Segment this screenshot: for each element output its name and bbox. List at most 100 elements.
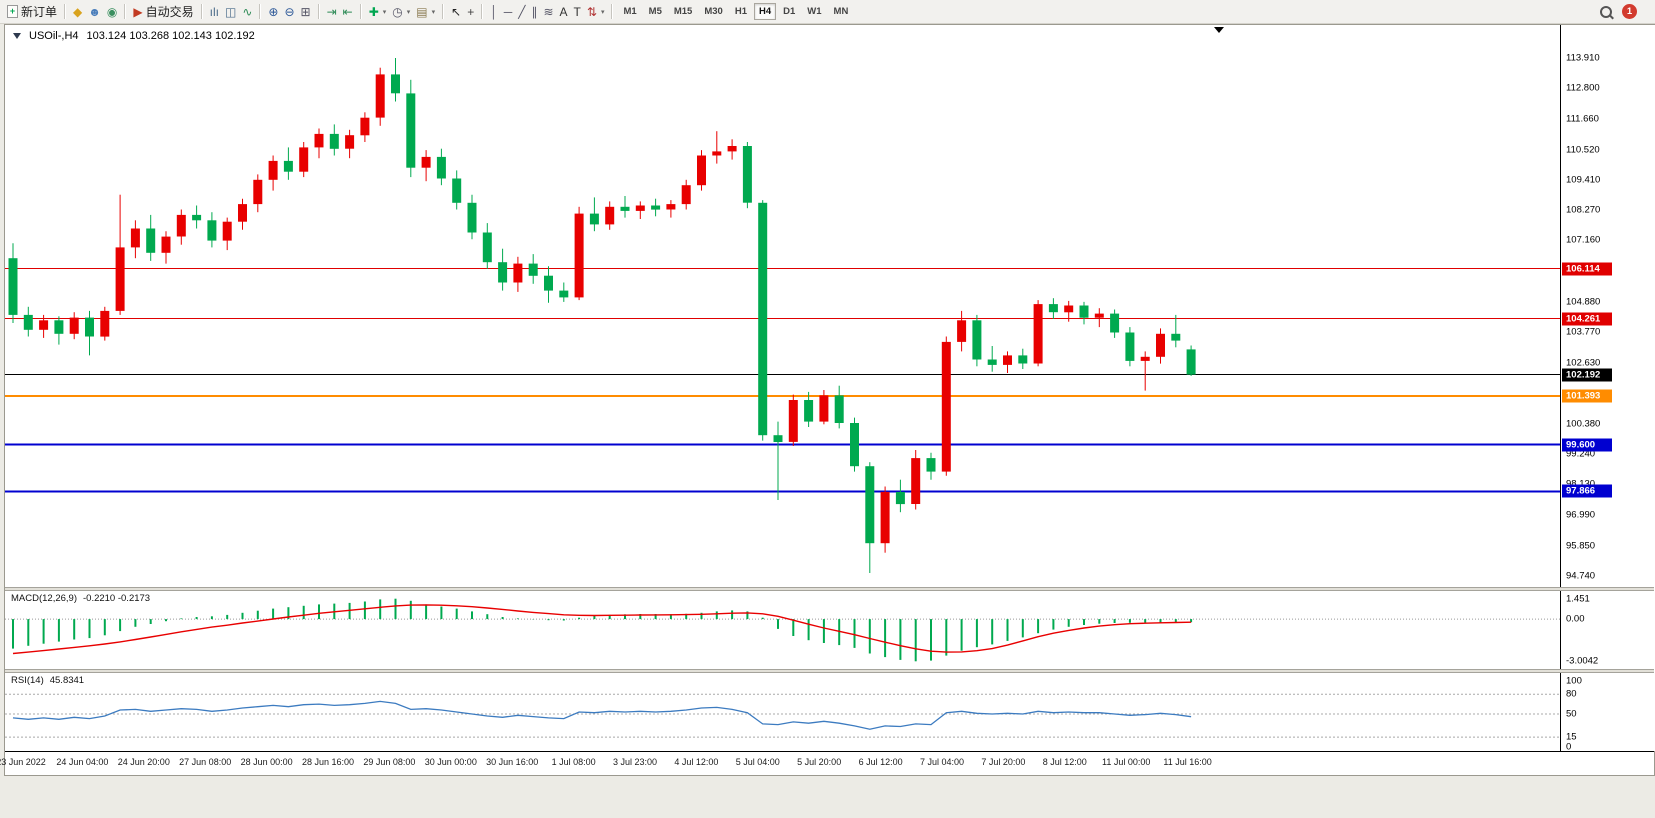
fibonacci-icon[interactable]: ≋	[540, 5, 556, 19]
time-label: 6 Jul 12:00	[858, 757, 903, 767]
pane-splitter[interactable]	[5, 587, 1654, 591]
chart-shift-icon[interactable]: ⇤	[340, 5, 356, 19]
notification-badge[interactable]: 1	[1622, 4, 1637, 19]
text-label-icon[interactable]: T	[571, 5, 584, 19]
pane-splitter[interactable]	[5, 669, 1654, 673]
crosshair-icon[interactable]: +	[464, 5, 477, 19]
scale-tick: 0	[1566, 741, 1572, 753]
one-click-trading-icon[interactable]	[13, 33, 21, 39]
chart-shift-marker-icon[interactable]	[1214, 27, 1224, 33]
tile-windows-icon[interactable]: ⊞	[298, 5, 314, 19]
toolbar-separator	[259, 4, 262, 19]
time-label: 28 Jun 16:00	[301, 757, 355, 767]
price-badge-104.261: 104.261	[1562, 312, 1612, 326]
candle-body	[238, 204, 247, 222]
candle-body	[1033, 304, 1043, 364]
candle-body	[452, 178, 462, 203]
time-label: 30 Jun 00:00	[424, 757, 477, 767]
rsi-canvas[interactable]	[5, 673, 1560, 751]
time-label: 8 Jul 12:00	[1042, 757, 1087, 767]
time-axis[interactable]: 23 Jun 2022 24 Jun 04:00 24 Jun 20:00 27 Ju…	[0, 751, 1654, 775]
scale-tick: 110.520	[1566, 144, 1600, 156]
candle-body	[268, 160, 278, 180]
indicators-icon[interactable]: ✚ ▾	[366, 5, 390, 19]
time-label: 27 Jun 08:00	[179, 757, 232, 767]
timeframe-w1[interactable]: W1	[807, 6, 822, 17]
channel-icon[interactable]: ∥	[528, 5, 540, 19]
candle-body	[39, 320, 49, 330]
diamond-icon: ◆	[73, 4, 83, 19]
arrows-icon[interactable]: ⇅ ▾	[584, 5, 608, 19]
time-label: 4 Jul 12:00	[674, 757, 719, 767]
channel-icon: ∥	[531, 4, 538, 19]
toolbar-separator	[481, 4, 484, 19]
timeframe-d1[interactable]: D1	[783, 6, 796, 17]
time-label: 29 Jun 08:00	[363, 757, 416, 767]
zoom-out-icon[interactable]: ⊖	[281, 5, 297, 19]
periods-icon[interactable]: ◷ ▾	[389, 5, 413, 19]
candle-body	[773, 435, 783, 442]
scale-tick: 107.160	[1566, 234, 1601, 246]
scale-tick: 15	[1566, 731, 1577, 743]
timeframe-m5[interactable]: M5	[648, 6, 662, 17]
candle-body	[253, 179, 263, 205]
horizontal-line-icon[interactable]: ─	[501, 5, 516, 19]
bar-chart-icon[interactable]: ılı	[207, 5, 222, 19]
main-chart-pane[interactable]: USOil-,H4 103.124 103.268 102.143 102.19…	[5, 25, 1560, 587]
candle-body	[360, 117, 370, 136]
bar-chart-icon: ılı	[209, 4, 219, 19]
diamond-icon[interactable]: ◆	[70, 5, 85, 19]
cursor-icon: ↖	[451, 4, 462, 19]
timeframe-mn[interactable]: MN	[833, 6, 849, 17]
scale-tick: 111.660	[1566, 113, 1599, 125]
toolbar-items: + 新订单 ◆ ☻ ◉ ▶ 自动交易 ılı ◫ ∿ ⊕ ⊖ ⊞ ⇥ ⇤ ✚ ▾ ◷ ▾ ▤ ▾ ↖ + │ ─ ╱ ∥ ≋ A T ⇅ ▾ M…	[4, 2, 854, 21]
main-chart-canvas[interactable]	[5, 25, 1560, 587]
rsi-pane[interactable]: RSI(14) 45.8341	[5, 673, 1560, 751]
price-scale[interactable]: 113.910 112.800 111.660 110.520 109.410 108.2…	[1560, 25, 1655, 753]
candle-body	[528, 263, 538, 276]
macd-canvas[interactable]	[5, 591, 1560, 669]
candle-body	[834, 395, 844, 423]
toolbar-separator	[200, 4, 203, 19]
timeframe-m1[interactable]: M1	[623, 6, 637, 17]
scale-tick: 80	[1566, 688, 1577, 700]
candle-body	[620, 206, 630, 211]
timeframe-m15[interactable]: M15	[673, 6, 693, 17]
globe-icon[interactable]: ◉	[104, 5, 120, 19]
scale-tick: 100.380	[1566, 418, 1601, 430]
candle-body	[712, 151, 722, 156]
macd-pane[interactable]: MACD(12,26,9) -0.2210 -0.2173	[5, 591, 1560, 669]
price-badge-97.866: 97.866	[1562, 484, 1612, 498]
vertical-line-icon[interactable]: │	[487, 5, 501, 19]
text-icon[interactable]: A	[557, 5, 571, 19]
new-order-button[interactable]: + 新订单	[4, 2, 60, 21]
timeframe-h4[interactable]: H4	[753, 3, 777, 20]
candle-body	[207, 220, 217, 241]
scale-tick: -3.0042	[1566, 655, 1599, 667]
candle-body	[161, 236, 171, 253]
time-label: 5 Jul 04:00	[735, 757, 780, 767]
text-label-icon: T	[573, 4, 581, 19]
trendline-icon: ╱	[518, 4, 526, 19]
zoom-in-icon[interactable]: ⊕	[265, 5, 281, 19]
templates-icon[interactable]: ▤ ▾	[413, 5, 438, 19]
candle-body	[176, 214, 186, 237]
toolbar-separator	[317, 4, 320, 19]
auto-scroll-icon[interactable]: ⇥	[324, 5, 340, 19]
cursor-icon[interactable]: ↖	[448, 5, 464, 19]
scale-tick: 109.410	[1566, 174, 1601, 186]
candlestick-icon[interactable]: ◫	[222, 5, 239, 19]
line-chart-icon[interactable]: ∿	[239, 5, 255, 19]
timeframe-m30[interactable]: M30	[704, 6, 723, 17]
timeframe-h1[interactable]: H1	[734, 6, 747, 17]
toolbar-separator	[442, 4, 445, 19]
chart-ohlc-values: 103.124 103.268 102.143 102.192	[86, 30, 255, 42]
search-icon[interactable]	[1600, 5, 1612, 18]
candle-body	[23, 314, 33, 330]
indicators-icon: ✚	[368, 4, 379, 19]
people-icon[interactable]: ☻	[85, 5, 104, 19]
time-label: 30 Jun 16:00	[486, 757, 539, 767]
time-label: 28 Jun 00:00	[240, 757, 293, 767]
autotrading-button[interactable]: ▶ 自动交易	[130, 2, 196, 21]
trendline-icon[interactable]: ╱	[515, 5, 528, 19]
